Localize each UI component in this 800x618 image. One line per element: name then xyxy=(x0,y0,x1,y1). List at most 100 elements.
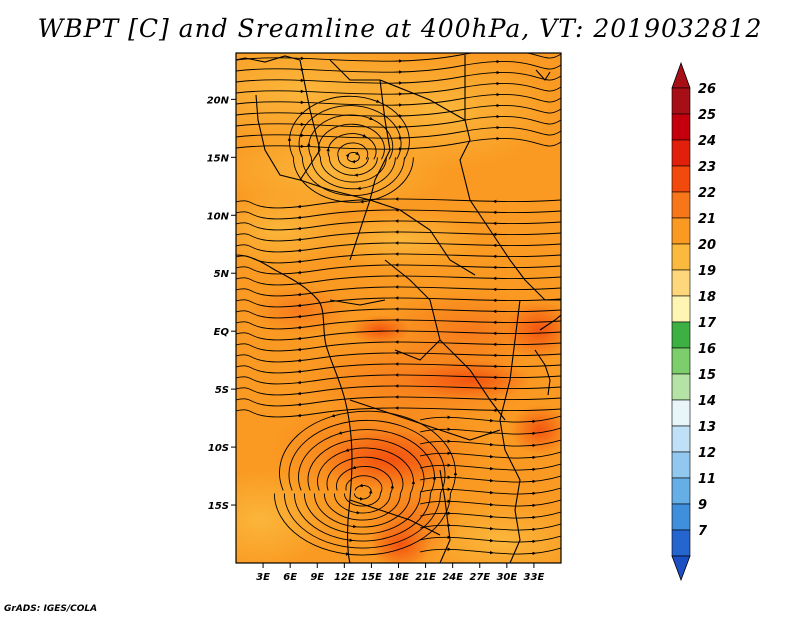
streamline-arrow xyxy=(297,204,301,209)
lon-tick-label: 30E xyxy=(496,572,517,583)
streamline-arrow xyxy=(300,78,305,83)
streamline-arrow xyxy=(394,395,399,399)
field-band xyxy=(510,405,561,455)
streamline xyxy=(323,456,404,521)
streamline-arrow xyxy=(532,443,537,448)
streamline-arrow xyxy=(353,524,357,529)
streamline xyxy=(236,83,561,95)
colorbar-label: 23 xyxy=(698,160,716,175)
streamline xyxy=(236,138,561,150)
streamline-arrow xyxy=(489,550,494,555)
colorbar-label: 9 xyxy=(698,498,707,513)
streamline-arrow xyxy=(297,369,301,374)
streamline-arrow xyxy=(300,133,305,138)
colorbar-label: 13 xyxy=(698,420,716,435)
streamline xyxy=(419,511,561,519)
axis-ticks: 20N 15N 10N 5N EQ 5S 10S 15S 3E 6E 9E 12E 15E 18E 21E 2… xyxy=(207,95,545,583)
colorbar-swatch xyxy=(671,477,691,505)
lon-tick-label: 24E xyxy=(442,572,463,583)
colorbar-swatch xyxy=(671,425,691,453)
streamline-arrow xyxy=(297,292,301,297)
streamline-arrow xyxy=(492,375,497,380)
streamline xyxy=(313,447,414,528)
field-band xyxy=(410,360,530,400)
streamline-arrow xyxy=(352,465,357,470)
streamline-arrow xyxy=(297,347,301,352)
streamline-arrow xyxy=(492,342,497,347)
streamline-arrow xyxy=(375,99,380,103)
streamline-arrow xyxy=(492,276,497,281)
streamline-arrow xyxy=(492,265,497,270)
streamline-arrow xyxy=(362,134,367,138)
streamline-arrow xyxy=(532,527,537,532)
streamline-arrow xyxy=(394,373,399,377)
streamline-arrow xyxy=(390,484,395,489)
colorbar-swatch xyxy=(671,295,691,323)
streamline xyxy=(308,114,396,190)
field-band xyxy=(505,300,561,360)
streamline-arrow xyxy=(356,186,361,191)
coastlines-borders xyxy=(236,55,561,563)
streamline-arrow xyxy=(394,384,399,388)
colorbar-label: 19 xyxy=(698,264,716,279)
field-band xyxy=(236,470,330,563)
streamline xyxy=(283,419,446,549)
streamline-arrow xyxy=(492,331,497,336)
streamline xyxy=(327,133,378,176)
streamline-arrow xyxy=(394,340,399,344)
colorbar-label: 20 xyxy=(698,238,716,253)
streamline xyxy=(419,427,561,435)
streamline-arrow xyxy=(398,92,403,96)
lon-tick-label: 12E xyxy=(334,572,355,583)
streamline-arrow xyxy=(355,151,359,156)
colorbar-swatch xyxy=(671,373,691,401)
streamline-arrow xyxy=(394,329,399,333)
streamline-arrow xyxy=(532,551,537,556)
colorbar-swatch xyxy=(671,399,691,427)
streamline-arrow xyxy=(492,397,497,402)
streamline xyxy=(419,535,561,543)
streamline-arrow xyxy=(492,309,497,314)
streamlines xyxy=(236,49,561,556)
colorbar-swatch xyxy=(671,321,691,349)
colorbar-label: 12 xyxy=(698,446,716,461)
streamline-arrow xyxy=(447,415,452,420)
streamline-arrow xyxy=(331,413,336,418)
streamline-arrow xyxy=(492,353,497,358)
streamline xyxy=(273,410,456,556)
streamline-arrow xyxy=(349,538,354,542)
streamline xyxy=(419,439,561,447)
field-band xyxy=(320,430,460,490)
colorbar-label: 14 xyxy=(698,394,716,409)
colorbar-swatch xyxy=(671,529,691,557)
colorbar-swatch xyxy=(671,503,691,531)
streamline-arrow xyxy=(447,487,452,492)
streamline-arrow xyxy=(497,49,501,52)
streamline-arrow xyxy=(489,442,494,447)
streamline-arrow xyxy=(394,197,399,201)
streamline-arrow xyxy=(297,259,301,264)
streamline-arrow xyxy=(492,210,497,215)
streamline-arrow xyxy=(297,270,301,275)
lat-tick-label: 10N xyxy=(207,211,230,222)
streamline-arrow xyxy=(300,122,305,127)
lon-tick-label: 18E xyxy=(388,572,409,583)
streamline-arrow xyxy=(297,402,301,407)
streamline-arrow xyxy=(492,386,497,391)
streamline xyxy=(419,463,561,471)
streamline-arrow xyxy=(492,243,497,248)
streamline-arrow xyxy=(532,455,537,460)
lat-tick-label: 15S xyxy=(208,501,229,512)
streamline-arrow xyxy=(345,153,350,158)
streamline-arrow xyxy=(492,408,497,413)
lat-tick-label: 10S xyxy=(208,443,229,454)
field-band xyxy=(320,210,480,270)
colorbar-top-triangle xyxy=(671,61,691,89)
streamline-arrow xyxy=(492,364,497,369)
streamline-arrow xyxy=(398,81,403,85)
lat-tick-label: EQ xyxy=(214,327,230,338)
streamline-arrow xyxy=(532,503,537,508)
streamline-arrow xyxy=(297,215,301,220)
streamline xyxy=(419,415,561,423)
